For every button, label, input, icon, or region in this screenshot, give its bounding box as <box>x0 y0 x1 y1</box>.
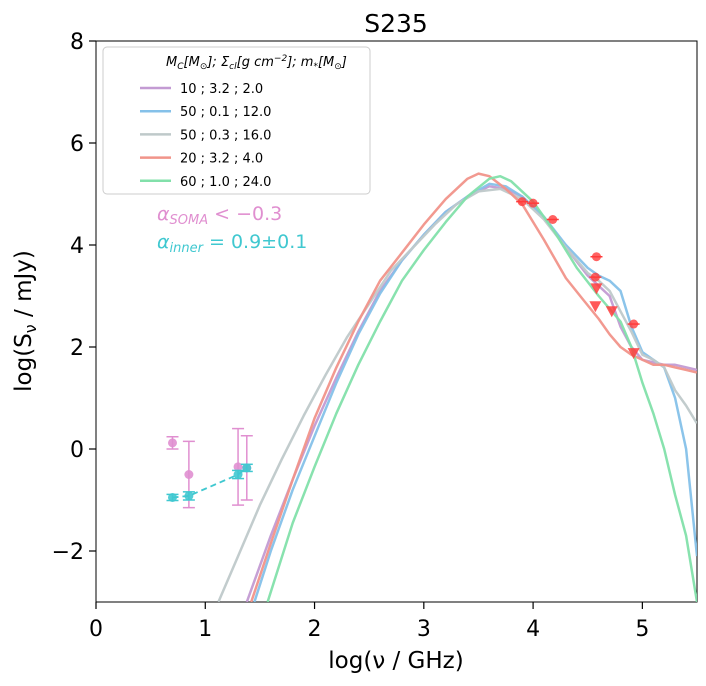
y-tick-label: −2 <box>52 540 84 565</box>
y-tick-label: 6 <box>70 132 84 157</box>
data-point <box>184 470 194 479</box>
upper-limit-marker <box>589 301 602 313</box>
y-tick-label: 2 <box>70 336 84 361</box>
data-points <box>166 197 640 509</box>
sed-point <box>548 215 558 224</box>
x-tick-label: 2 <box>308 617 322 642</box>
upper-limit-marker <box>605 306 618 318</box>
legend-label: 20 ; 3.2 ; 4.0 <box>180 152 263 167</box>
x-tick-label: 0 <box>89 617 103 642</box>
data-point <box>233 470 243 479</box>
data-point <box>167 492 177 502</box>
legend-label: 10 ; 3.2 ; 2.0 <box>180 82 263 97</box>
y-tick-label: 8 <box>70 30 84 55</box>
data-point <box>242 463 252 473</box>
upper-limit-marker <box>590 283 603 295</box>
legend: MC[M⊙]; Σcl[g cm−2]; m*[M⊙] 10 ; 3.2 ; 2… <box>102 46 371 195</box>
sed-point <box>590 272 600 282</box>
legend-header: MC[M⊙]; Σcl[g cm−2]; m*[M⊙] <box>166 54 347 72</box>
x-tick-label: 5 <box>635 617 649 642</box>
x-tick-label: 4 <box>526 617 540 642</box>
sed-point <box>629 319 639 329</box>
data-point <box>233 462 243 472</box>
data-point <box>184 491 194 501</box>
legend-entries: 10 ; 3.2 ; 2.0 50 ; 0.1 ; 12.0 50 ; 0.3 ; … <box>140 82 271 190</box>
x-ticks: 0 1 2 3 4 5 <box>89 602 649 642</box>
model-curve-line <box>250 172 697 602</box>
data-point <box>167 438 177 448</box>
y-axis-label: log(Sν / mJy) <box>11 250 40 392</box>
y-ticks: −2 0 2 4 6 8 <box>52 30 96 565</box>
y-tick-label: 0 <box>70 438 84 463</box>
legend-label: 50 ; 0.3 ; 16.0 <box>180 128 271 143</box>
legend-label: 60 ; 1.0 ; 24.0 <box>180 175 271 190</box>
y-tick-label: 4 <box>70 234 84 259</box>
model-curves <box>217 172 697 602</box>
legend-label: 50 ; 0.1 ; 12.0 <box>180 105 271 120</box>
sed-point <box>517 197 527 207</box>
x-axis-label: log(ν / GHz) <box>328 648 463 674</box>
sed-point <box>528 198 538 208</box>
model-curve-line <box>266 174 697 602</box>
x-tick-label: 1 <box>198 617 212 642</box>
sed-point <box>591 252 601 262</box>
upper-limit-marker <box>627 348 640 360</box>
x-tick-label: 3 <box>417 617 431 642</box>
chart-title: S235 <box>364 9 428 38</box>
